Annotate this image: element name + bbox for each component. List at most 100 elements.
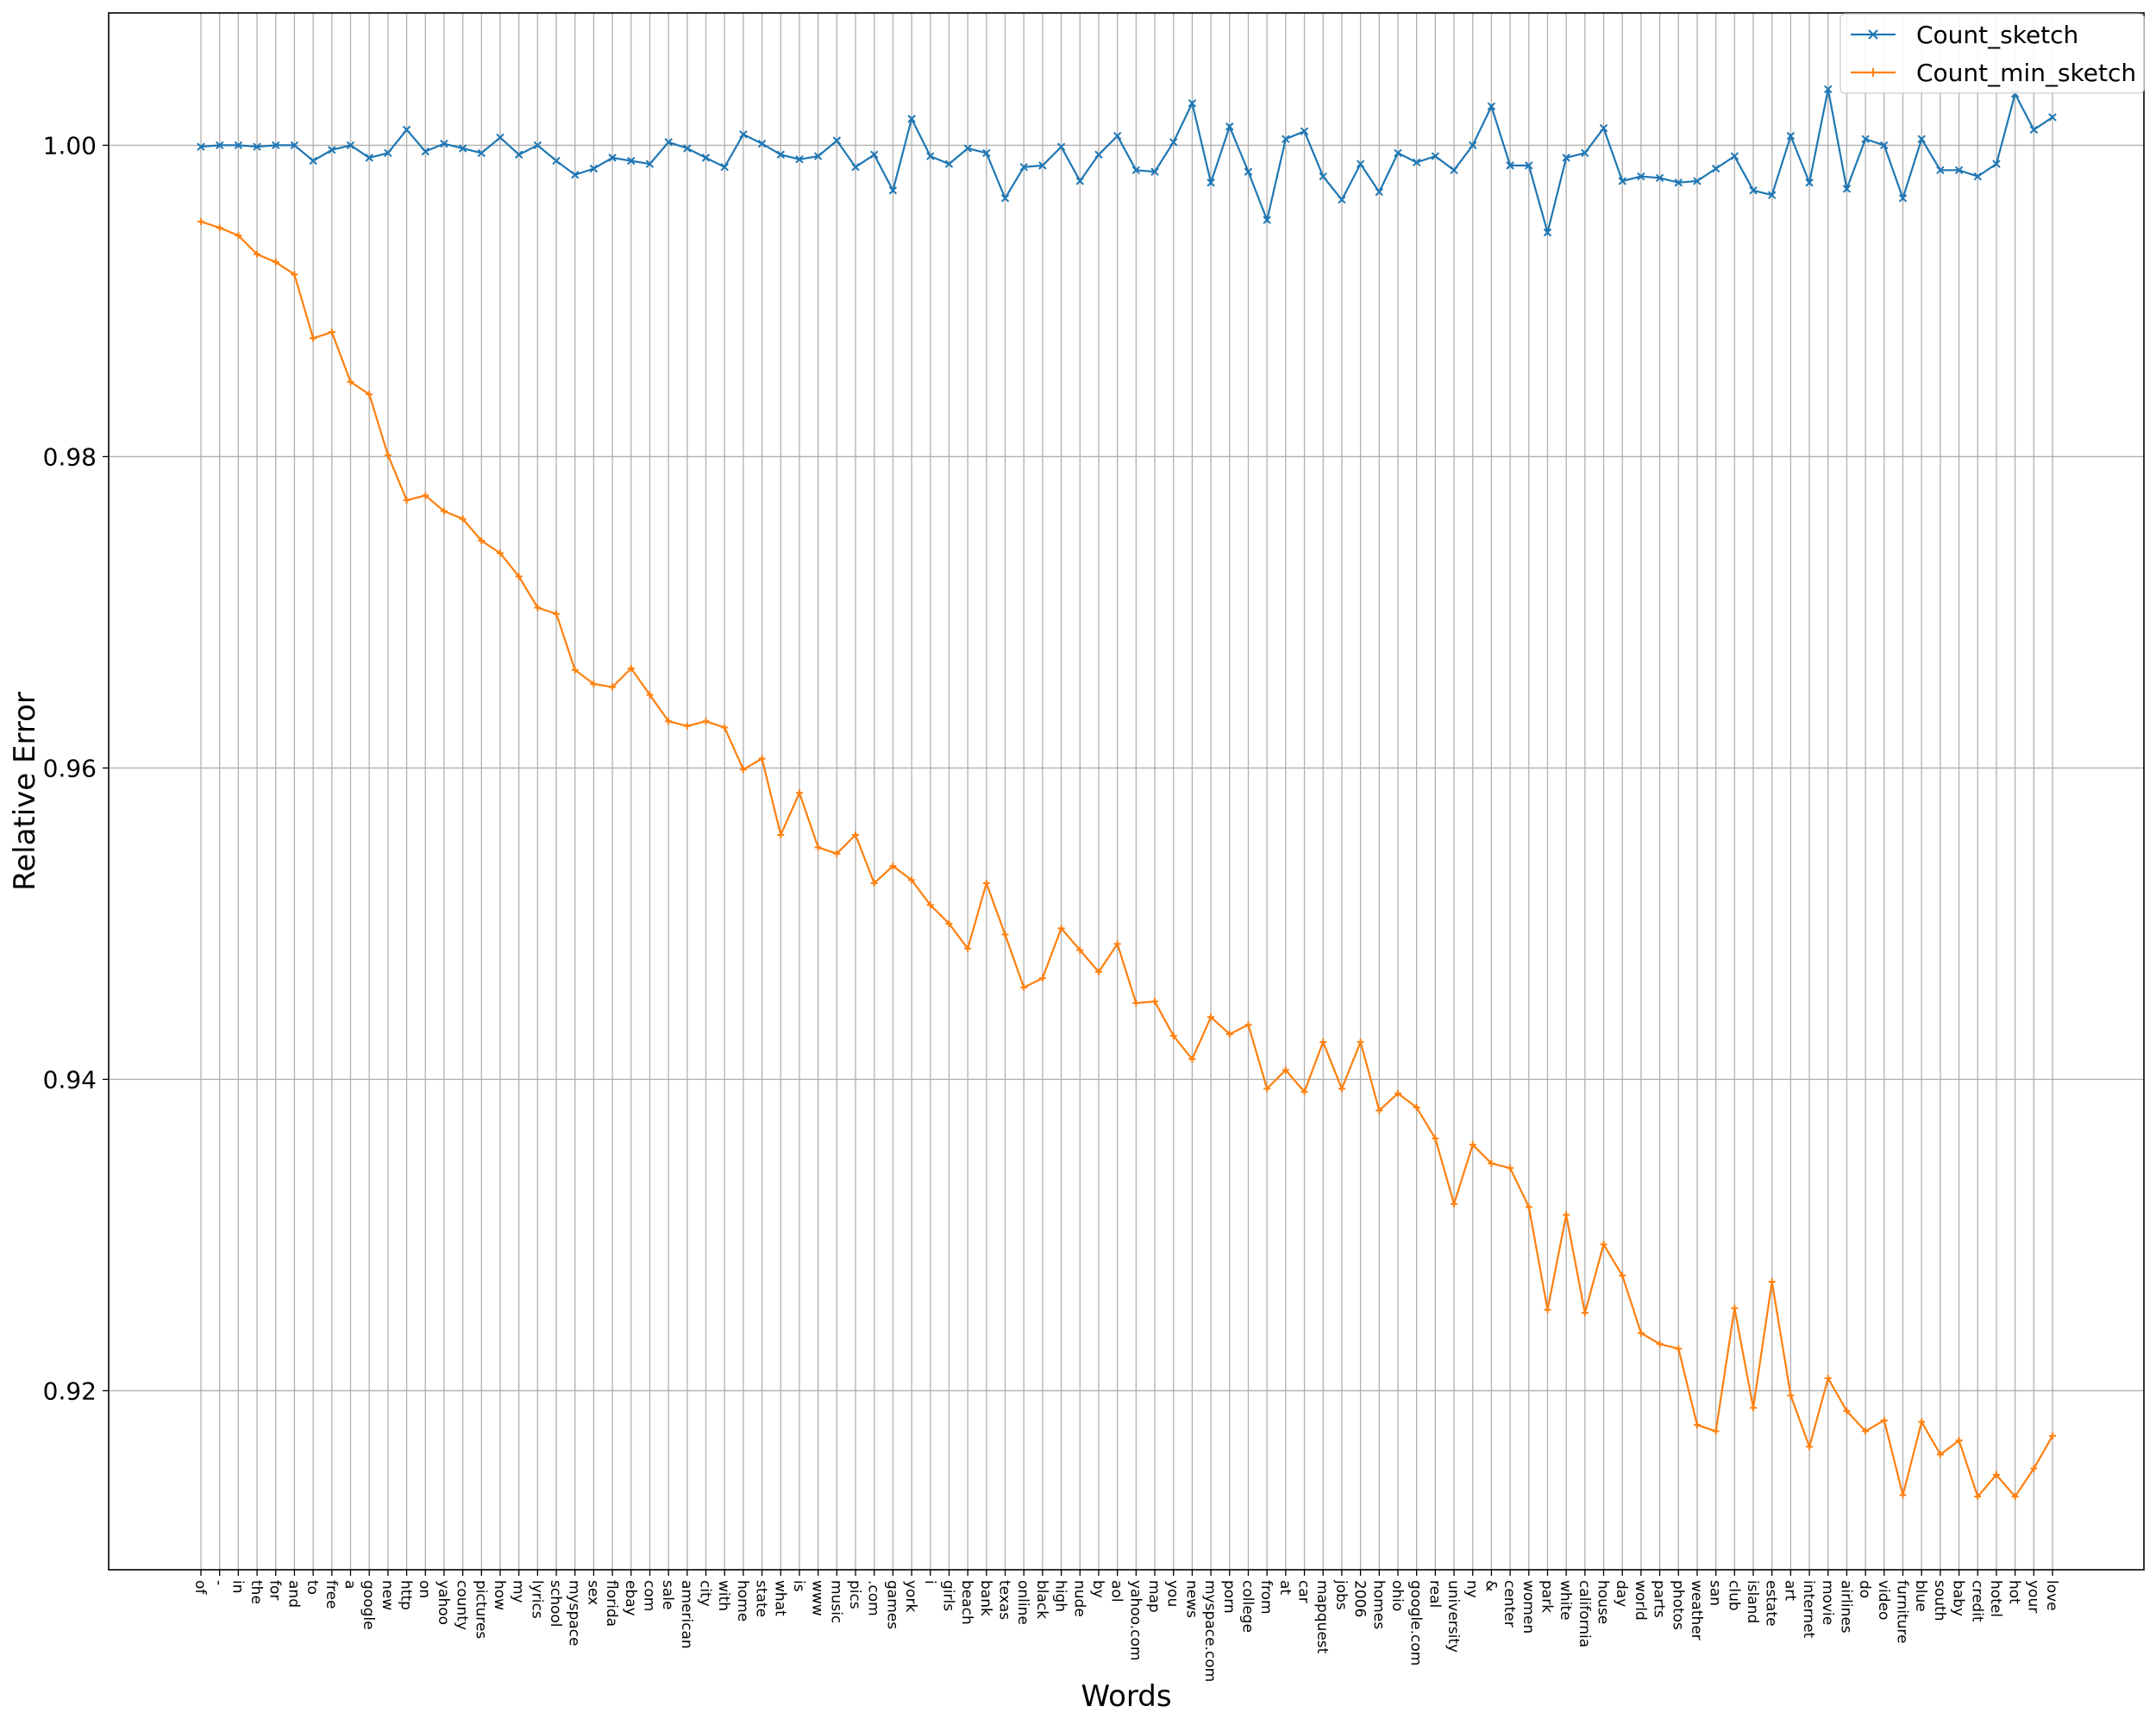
x-tick-label: day <box>1613 1580 1630 1607</box>
data-point <box>1207 1013 1215 1021</box>
x-tick-label: airlines <box>1837 1580 1854 1634</box>
x-tick-label: jobs <box>1332 1579 1350 1610</box>
x-tick-label: ebay <box>622 1580 639 1616</box>
x-tick-label: what <box>771 1580 788 1616</box>
data-point <box>1000 194 1010 203</box>
x-tick-label: free <box>323 1580 340 1609</box>
y-axis-title: Relative Error <box>8 692 42 891</box>
x-tick-label: to <box>304 1580 321 1595</box>
x-tick-label: 2006 <box>1351 1580 1369 1617</box>
data-point <box>1973 172 1982 181</box>
x-tick-label: weather <box>1688 1580 1705 1640</box>
data-point <box>1600 1240 1608 1248</box>
x-tick-label: texas <box>996 1580 1013 1620</box>
data-point <box>514 150 523 159</box>
x-tick-label: world <box>1632 1580 1649 1621</box>
data-point <box>477 148 486 158</box>
data-point <box>1019 162 1028 172</box>
data-point <box>1131 166 1141 175</box>
x-tick-label: porn <box>1220 1580 1238 1614</box>
data-point <box>1300 127 1309 135</box>
data-point <box>1936 1451 1944 1458</box>
data-point <box>421 147 429 156</box>
data-point <box>945 919 953 927</box>
data-point <box>758 755 766 762</box>
x-tick-label: women <box>1520 1580 1537 1634</box>
data-point <box>478 536 486 544</box>
data-point <box>1394 1089 1401 1097</box>
data-point <box>1861 135 1870 143</box>
data-point <box>1469 1141 1476 1149</box>
data-point <box>1488 1159 1495 1167</box>
data-point <box>1880 141 1889 150</box>
x-tick-label: school <box>547 1580 564 1628</box>
data-point <box>1842 185 1852 193</box>
data-point <box>795 154 804 164</box>
data-point <box>1338 1085 1345 1093</box>
data-point <box>1712 1427 1720 1435</box>
data-point <box>571 666 579 674</box>
data-point <box>254 250 261 258</box>
x-tick-label: how <box>491 1580 508 1610</box>
x-tick-label: white <box>1557 1580 1574 1621</box>
data-point <box>1113 940 1121 948</box>
x-tick-label: & <box>1482 1580 1499 1591</box>
x-tick-label: ohio <box>1388 1580 1406 1611</box>
data-point <box>571 171 580 179</box>
data-point <box>1544 1306 1551 1314</box>
series-line <box>200 89 2053 236</box>
x-tick-label: mapquest <box>1313 1580 1331 1654</box>
data-point <box>459 515 467 523</box>
data-point <box>1805 179 1814 187</box>
x-tick-label: center <box>1501 1580 1518 1628</box>
x-tick-label: american <box>678 1580 695 1649</box>
x-tick-label: park <box>1538 1580 1555 1613</box>
data-point <box>721 724 729 731</box>
data-point <box>889 862 897 870</box>
data-point <box>1038 975 1046 982</box>
data-point <box>1319 172 1327 181</box>
data-point <box>608 154 617 162</box>
data-point <box>702 718 710 725</box>
data-point <box>907 115 916 123</box>
plot-frame <box>108 12 2145 1571</box>
data-point <box>272 258 279 266</box>
data-point <box>1992 160 2001 168</box>
data-point <box>1431 152 1440 160</box>
data-point <box>888 186 898 195</box>
data-point <box>1974 1493 1982 1501</box>
legend: Count_sketch Count_min_sketch <box>1839 13 2145 94</box>
x-tick-label: baby <box>1950 1580 1967 1616</box>
data-point <box>2048 113 2057 122</box>
data-point <box>1225 1031 1233 1038</box>
x-tick-label: your <box>2024 1580 2041 1613</box>
x-tick-label: home <box>734 1580 751 1622</box>
x-tick-label: college <box>1238 1580 1256 1633</box>
data-point <box>402 125 411 135</box>
data-point <box>1038 161 1047 170</box>
data-point <box>2049 1432 2056 1440</box>
data-point <box>347 378 354 386</box>
data-point <box>1806 1443 1814 1451</box>
data-point <box>1094 968 1102 975</box>
data-point <box>533 141 542 150</box>
x-tick-label: .com <box>865 1580 882 1616</box>
x-tick-label: video <box>1875 1580 1892 1620</box>
data-point <box>683 722 691 730</box>
data-point <box>908 876 916 884</box>
x-tick-label: pics <box>846 1580 863 1609</box>
data-point <box>515 573 523 580</box>
x-tick-label: florida <box>603 1580 620 1627</box>
data-point <box>982 148 991 158</box>
x-tick-label: yahoo <box>435 1580 452 1625</box>
data-point <box>1076 946 1084 954</box>
data-point <box>813 152 823 160</box>
data-point <box>290 141 299 150</box>
x-tick-label: black <box>1033 1580 1050 1619</box>
data-point <box>534 604 542 612</box>
data-point <box>1749 186 1758 195</box>
y-tick-label: 0.92 <box>43 1377 97 1405</box>
data-point <box>1599 123 1608 133</box>
data-point <box>197 142 205 151</box>
